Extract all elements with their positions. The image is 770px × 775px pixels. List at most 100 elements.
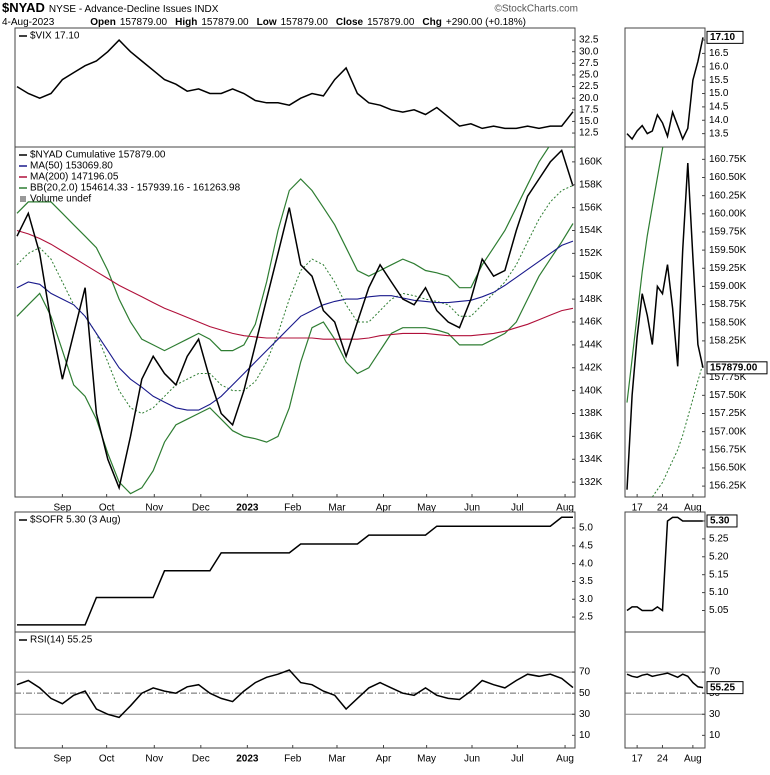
legend-label: Volume undef	[30, 194, 91, 205]
header-quote: 4-Aug-2023 Open 157879.00 High 157879.00 Low 1…	[2, 17, 526, 28]
copyright: ©StockCharts.com	[494, 4, 578, 15]
y-tick-label: 150K	[579, 271, 603, 282]
y-tick-label: 157.00K	[709, 426, 747, 437]
last-value-label: 55.25	[710, 682, 735, 693]
y-tick-label: 159.75K	[709, 227, 747, 238]
y-tick-label: 4.5	[579, 540, 593, 551]
last-value-box	[706, 30, 744, 44]
quote-value: 157879.00	[281, 17, 329, 28]
y-tick-label: 142K	[579, 362, 603, 373]
band-upper	[16, 147, 574, 352]
x-tick-label: May	[417, 754, 436, 765]
x-tick-label: Jul	[511, 754, 524, 765]
y-tick-label: 13.5	[709, 128, 729, 139]
x-tick-label: 17	[632, 754, 644, 765]
x-tick-label: Oct	[99, 503, 115, 514]
x-tick-label: Dec	[192, 754, 210, 765]
y-tick-label: 158.50K	[709, 317, 747, 328]
quote-label: Open	[90, 17, 116, 28]
plot-area	[626, 37, 704, 141]
y-tick-label: 16.0	[709, 61, 729, 72]
y-tick-label: 158.75K	[709, 299, 747, 310]
x-tick-label: Aug	[556, 754, 574, 765]
y-tick-label: 5.25	[709, 534, 729, 545]
quote-label: High	[175, 17, 197, 28]
y-tick-label: 148K	[579, 294, 603, 305]
x-tick-label: Mar	[328, 503, 346, 514]
quote-value: +290.00 (+0.18%)	[446, 17, 526, 28]
y-tick-label: 134K	[579, 454, 603, 465]
y-tick-label: 138K	[579, 408, 603, 419]
y-tick-label: 10	[709, 730, 721, 741]
series-line	[16, 229, 574, 340]
x-tick-label: Nov	[145, 503, 163, 514]
plot-area	[16, 39, 574, 130]
y-tick-label: 14.0	[709, 115, 729, 126]
band-middle	[651, 363, 704, 497]
x-tick-label: Sep	[53, 754, 71, 765]
y-tick-label: 5.0	[579, 523, 593, 534]
last-value-label: 5.30	[710, 516, 730, 527]
y-tick-label: 32.5	[579, 35, 599, 46]
last-value-box	[706, 681, 744, 695]
y-tick-label: 156.50K	[709, 463, 747, 474]
y-tick-label: 5.05	[709, 605, 729, 616]
y-tick-label: 159.50K	[709, 245, 747, 256]
band-upper	[626, 147, 664, 403]
x-tick-label: Aug	[684, 503, 702, 514]
y-tick-label: 15.0	[579, 116, 599, 127]
y-tick-label: 156K	[579, 202, 603, 213]
x-tick-label: Dec	[192, 503, 210, 514]
quote-value: 157879.00	[120, 17, 168, 28]
x-tick-label: Jun	[464, 754, 480, 765]
x-tick-label: Aug	[684, 754, 702, 765]
y-tick-label: 157.75K	[709, 372, 747, 383]
y-tick-label: 70	[579, 667, 591, 678]
y-tick-label: 158.25K	[709, 336, 747, 347]
y-tick-label: 156.75K	[709, 444, 747, 455]
panel: 132K 134K 136K 138K 140K 142K 144K 146K 148K 150K…	[14, 146, 603, 514]
y-tick-label: 154K	[579, 225, 603, 236]
x-tick-label: 2023	[236, 754, 259, 765]
header-title: $NYAD NYSE - Advance-Decline Issues INDX	[2, 0, 219, 15]
y-tick-label: 12.5	[579, 128, 599, 139]
y-tick-label: 160.50K	[709, 172, 747, 183]
y-tick-label: 50	[579, 688, 591, 699]
series-line	[16, 240, 574, 411]
y-tick-label: 30.0	[579, 46, 599, 57]
y-tick-label: 30	[579, 709, 591, 720]
y-tick-label: 5.15	[709, 569, 729, 580]
last-value-label: 157879.00	[710, 362, 758, 373]
y-tick-label: 144K	[579, 340, 603, 351]
x-tick-label: Jun	[464, 503, 480, 514]
y-tick-label: 157.50K	[709, 390, 747, 401]
plot-area	[15, 669, 575, 719]
panel-frame	[14, 631, 576, 749]
panel-frame	[14, 511, 576, 633]
quote-label: Close	[336, 17, 364, 28]
plot-area	[626, 516, 703, 612]
x-tick-label: 2023	[236, 503, 259, 514]
x-tick-label: Feb	[284, 503, 302, 514]
series-line	[17, 516, 573, 626]
legend-swatch	[20, 196, 26, 202]
plot-area	[16, 147, 574, 495]
y-tick-label: 27.5	[579, 58, 599, 69]
legend-label: BB(20,2.0) 154614.33 - 157939.16 - 16126…	[30, 183, 241, 194]
x-tick-label: 24	[657, 754, 669, 765]
y-tick-label: 17.5	[579, 104, 599, 115]
legend-label: $VIX 17.10	[30, 31, 80, 42]
legend-label: MA(200) 147196.05	[30, 172, 119, 183]
band-middle	[16, 184, 574, 415]
panel-frame	[14, 27, 576, 148]
date: 4-Aug-2023	[2, 17, 55, 28]
x-tick-label: Aug	[556, 503, 574, 514]
y-tick-label: 3.0	[579, 594, 593, 605]
series-line	[626, 672, 704, 689]
y-tick-label: 15.5	[709, 75, 729, 86]
last-value-label: 17.10	[710, 32, 735, 43]
x-tick-label: Mar	[328, 754, 346, 765]
x-tick-label: Apr	[376, 503, 392, 514]
legend-label: $SOFR 5.30 (3 Aug)	[30, 515, 121, 526]
